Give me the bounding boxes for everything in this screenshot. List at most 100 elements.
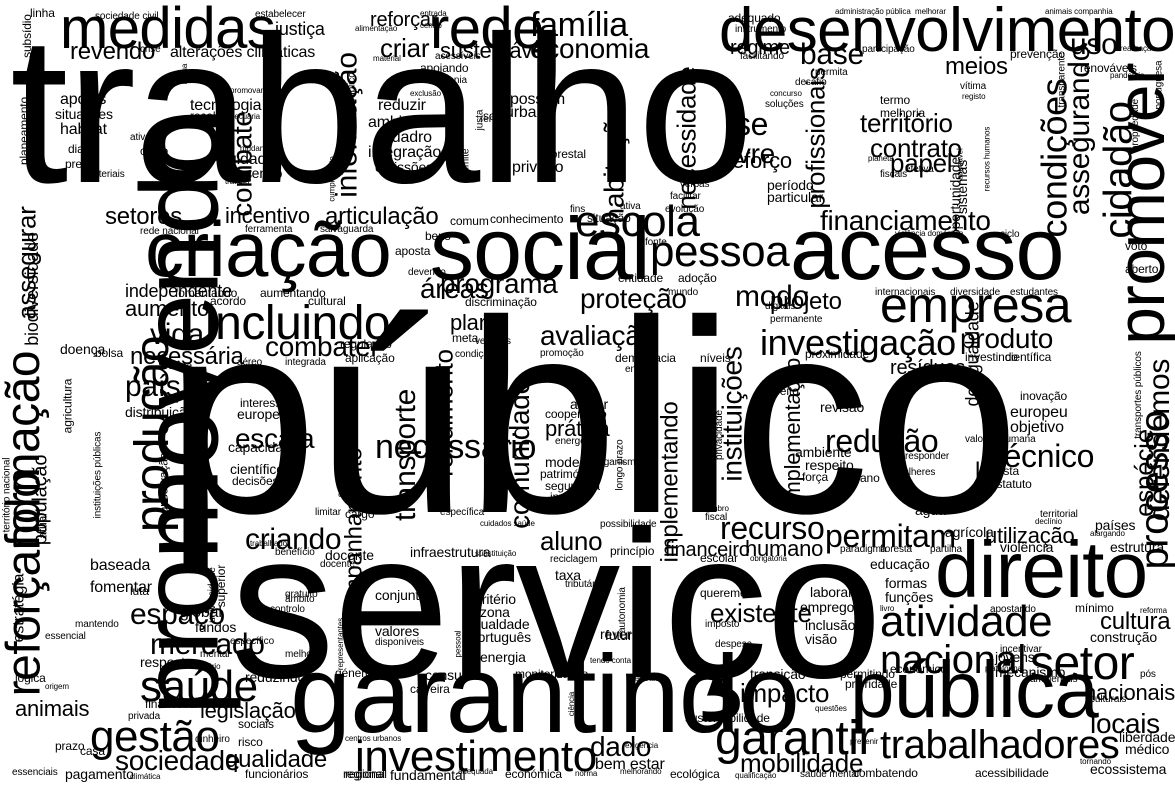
cloud-word-formas: formas bbox=[885, 575, 927, 591]
cloud-word-combater: combater bbox=[265, 331, 380, 362]
cloud-word-fiscal: fiscal bbox=[705, 512, 728, 523]
cloud-word-democracia: democracia bbox=[615, 351, 676, 365]
cloud-word-criar: criar bbox=[380, 33, 430, 63]
cloud-word-prioridade: prioridade bbox=[845, 677, 898, 691]
cloud-word-decisoes: decisões bbox=[232, 474, 279, 488]
cloud-word-reforma: reforma bbox=[1140, 606, 1168, 615]
cloud-word-efeito: efeito bbox=[770, 384, 799, 398]
cloud-word-apostando: apostando bbox=[990, 604, 1036, 615]
cloud-word-custo: custo bbox=[140, 144, 169, 158]
cloud-word-limitar: limitar bbox=[315, 507, 341, 518]
cloud-word-investir: investir bbox=[550, 490, 588, 504]
cloud-word-exigencia: exigência bbox=[625, 741, 659, 750]
cloud-word-garantir: garantir bbox=[715, 712, 874, 765]
cloud-word-responder: responder bbox=[905, 451, 950, 462]
cloud-word-docente: docente bbox=[325, 547, 374, 563]
cloud-word-tratado: tratado bbox=[225, 177, 250, 186]
cloud-word-setores: setores bbox=[105, 203, 183, 230]
cloud-word-cidadania: cidadania bbox=[425, 75, 467, 86]
cloud-word-financiamento: financiamento bbox=[820, 205, 991, 236]
cloud-word-privada: privada bbox=[128, 711, 161, 722]
cloud-word-risco: risco bbox=[238, 735, 263, 749]
cloud-word-vitima: vítima bbox=[960, 81, 987, 92]
cloud-word-visao: visão bbox=[805, 631, 837, 647]
cloud-word-realizacao: realização bbox=[1120, 44, 1156, 53]
cloud-word-paradigma: paradigma bbox=[840, 544, 887, 555]
cloud-word-espaco: espaço bbox=[130, 598, 225, 631]
cloud-word-periodo: período bbox=[767, 177, 814, 193]
cloud-word-logica: lógica bbox=[15, 671, 46, 685]
cloud-word-regional: regional bbox=[343, 767, 385, 781]
cloud-word-ensino: ensino bbox=[625, 364, 654, 375]
cloud-word-universidade: universidade bbox=[206, 567, 218, 623]
cloud-word-devendo: devendo bbox=[408, 267, 446, 278]
cloud-word-biodiversidade: biodiversidade bbox=[21, 232, 42, 346]
cloud-word-alteracoes-climaticas: alterações climáticas bbox=[170, 44, 316, 61]
cloud-word-laboral: laboral bbox=[810, 584, 852, 600]
cloud-word-uso: uso bbox=[1070, 28, 1118, 61]
cloud-word-plano: plano bbox=[450, 310, 503, 335]
cloud-word-humana: humana bbox=[1000, 434, 1036, 445]
cloud-word-locais: locais bbox=[1090, 708, 1160, 739]
cloud-word-violencia-domestica: violência doméstica bbox=[895, 229, 964, 238]
cloud-word-proximidade: proximidade bbox=[805, 347, 870, 361]
cloud-word-financeiro: financeiro bbox=[665, 539, 750, 561]
cloud-word-publico: público bbox=[165, 264, 1020, 571]
cloud-word-instituicoes-publicas: instituições públicas bbox=[92, 431, 104, 519]
cloud-word-genero: género bbox=[335, 666, 372, 680]
cloud-word-renda: renda bbox=[480, 114, 506, 125]
cloud-word-verbas: verbas bbox=[680, 179, 710, 190]
cloud-word-comunidade: comunidade bbox=[503, 379, 535, 529]
cloud-word-fomentando: fomentando bbox=[175, 286, 238, 300]
cloud-word-infraestrutura: infraestrutura bbox=[410, 544, 491, 560]
cloud-word-zona: zona bbox=[480, 604, 510, 620]
cloud-word-materiais: materiais bbox=[85, 169, 125, 180]
cloud-word-atual: atual bbox=[35, 513, 50, 539]
cloud-word-principio: princípio bbox=[610, 544, 655, 558]
cloud-word-ambiente: ambiente bbox=[795, 444, 852, 460]
cloud-word-acordo: acordo bbox=[210, 294, 246, 308]
cloud-word-medico: médico bbox=[1125, 741, 1170, 757]
cloud-word-permanente: permanente bbox=[770, 314, 823, 325]
cloud-word-mudanca: mudança bbox=[240, 144, 273, 153]
cloud-word-tendo-conta: tendo conta bbox=[590, 656, 631, 665]
cloud-word-funcoes: funções bbox=[885, 589, 934, 605]
cloud-word-protecao: proteção bbox=[580, 283, 687, 314]
cloud-word-investigacao: investigação bbox=[760, 322, 956, 363]
cloud-word-cuidados-saude: cuidados saúde bbox=[480, 519, 535, 528]
cloud-word-climatica: climática bbox=[130, 772, 161, 781]
cloud-word-existente: existente bbox=[710, 598, 812, 628]
cloud-word-estabelecer: estabelecer bbox=[255, 9, 306, 20]
cloud-word-crise: crise bbox=[140, 44, 161, 55]
cloud-word-salvaguarda: salvaguarda bbox=[320, 224, 374, 235]
cloud-word-gestao: gestão bbox=[90, 712, 220, 761]
cloud-word-preco: preço bbox=[65, 157, 95, 171]
cloud-word-privado: privado bbox=[512, 159, 564, 176]
cloud-word-nacional: nacional bbox=[880, 638, 1026, 682]
cloud-word-incentivo: incentivo bbox=[225, 203, 310, 228]
cloud-word-recolha: recolha bbox=[190, 109, 229, 123]
cloud-word-objetivo: objetivo bbox=[1010, 419, 1064, 436]
cloud-word-longo-prazo: longo prazo bbox=[614, 439, 626, 491]
cloud-word-agua: água bbox=[915, 502, 946, 518]
cloud-word-regulacao: regulação bbox=[340, 337, 392, 351]
cloud-word-dia: dia bbox=[68, 142, 84, 156]
cloud-word-incentivar: incentivar bbox=[1000, 644, 1042, 655]
cloud-word-transporte: transporte bbox=[389, 388, 423, 522]
cloud-word-adocao: adoção bbox=[678, 271, 717, 285]
cloud-word-animais: animais bbox=[15, 696, 90, 721]
cloud-word-ativo: ativo bbox=[130, 132, 151, 143]
cloud-word-melhoria: melhoria bbox=[880, 106, 926, 120]
cloud-word-cuidados: cuidados bbox=[220, 151, 283, 168]
cloud-word-recurso: recurso bbox=[720, 510, 825, 546]
cloud-word-transparente: transparente bbox=[1056, 52, 1068, 108]
cloud-word-autonomia: autonomia bbox=[616, 587, 628, 633]
cloud-word-incluindo: incluindo bbox=[205, 297, 391, 350]
cloud-word-financeira: financeira bbox=[145, 697, 196, 711]
cloud-word-particular: particular bbox=[767, 189, 824, 205]
cloud-word-inclusao: inclusão bbox=[805, 617, 856, 633]
cloud-word-apoiando: apoiando bbox=[420, 61, 469, 75]
cloud-word-estrutura: estrutura bbox=[1110, 539, 1164, 555]
cloud-word-trabalho: trabalho bbox=[10, 0, 754, 227]
cloud-word-estudantes: estudantes bbox=[1010, 287, 1058, 298]
